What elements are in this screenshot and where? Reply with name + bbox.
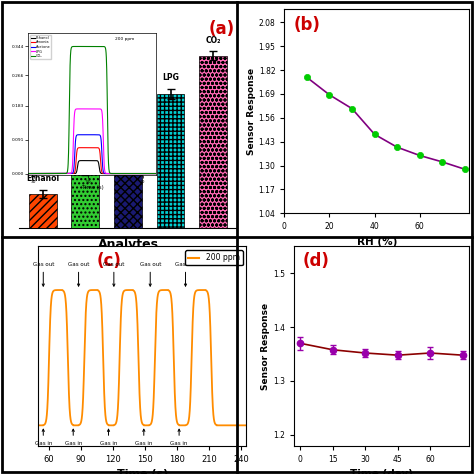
Line: CO₂: CO₂ [28, 46, 156, 173]
Acetone [85, 132, 91, 137]
Text: Gas in: Gas in [135, 429, 153, 446]
Text: Gas in: Gas in [35, 429, 52, 446]
X-axis label: Analytes: Analytes [98, 238, 158, 251]
Amonia [114, 171, 119, 176]
Text: Gas out: Gas out [103, 262, 125, 286]
Acetone [26, 171, 31, 176]
CO₂ [83, 44, 89, 49]
CO₂ [77, 44, 83, 49]
Acetone [82, 132, 88, 137]
Acetone [154, 171, 159, 176]
X-axis label: Time (s): Time (s) [117, 469, 168, 474]
CO₂ [154, 171, 159, 176]
Line: Amonia: Amonia [28, 148, 156, 173]
Text: Gas out: Gas out [33, 262, 54, 286]
LPG [77, 106, 83, 112]
CO₂ [39, 171, 45, 176]
Y-axis label: Sensor Response: Sensor Response [247, 68, 255, 155]
Ethanol [82, 158, 88, 164]
Acetone [126, 171, 131, 176]
Amonia [26, 171, 31, 176]
LPG [82, 106, 88, 112]
Bar [114, 132, 142, 228]
Ethanol [26, 171, 31, 176]
Acetone [77, 132, 83, 137]
Bar [72, 170, 99, 228]
Amonia [85, 145, 91, 151]
Ethanol [154, 171, 159, 176]
Text: Gas out: Gas out [68, 262, 89, 286]
Ethanol [126, 171, 131, 176]
Text: Acetone: Acetone [110, 111, 146, 120]
X-axis label: Time (s): Time (s) [82, 185, 103, 190]
Ethanol [77, 158, 83, 164]
Amonia [39, 171, 45, 176]
Ethanol [128, 171, 134, 176]
LPG [114, 171, 119, 176]
Y-axis label: Sensor Response: Sensor Response [261, 302, 270, 390]
Ethanol [114, 171, 119, 176]
Text: Gas out: Gas out [175, 262, 196, 286]
Text: (a): (a) [209, 20, 235, 38]
LPG [154, 171, 159, 176]
X-axis label: Time (day): Time (day) [350, 469, 413, 474]
Text: CO₂: CO₂ [206, 36, 221, 45]
Text: Gas in: Gas in [64, 429, 82, 446]
Line: Ethanol: Ethanol [28, 161, 156, 173]
Text: (c): (c) [96, 253, 121, 271]
Amonia [128, 171, 134, 176]
Bar [157, 94, 184, 228]
Bar [200, 56, 227, 228]
Text: LPG: LPG [162, 73, 179, 82]
Amonia [77, 145, 83, 151]
Text: Gas in: Gas in [171, 429, 188, 446]
Bar [29, 194, 56, 228]
LPG [128, 171, 134, 176]
Legend: 200 ppm: 200 ppm [185, 250, 243, 265]
Legend: Ethanol, Amonia, Acetone, LPG, CO₂: Ethanol, Amonia, Acetone, LPG, CO₂ [30, 35, 51, 59]
CO₂ [82, 44, 88, 49]
Ethanol [85, 158, 91, 164]
Text: 200 ppm: 200 ppm [116, 37, 135, 41]
Amonia [82, 145, 88, 151]
X-axis label: RH (%): RH (%) [356, 237, 397, 247]
Amonia [126, 171, 131, 176]
LPG [39, 171, 45, 176]
Line: Acetone: Acetone [28, 135, 156, 173]
Text: (d): (d) [302, 253, 329, 271]
Text: (b): (b) [293, 16, 320, 34]
LPG [126, 171, 131, 176]
Acetone [114, 171, 119, 176]
Text: Gas out: Gas out [139, 262, 161, 286]
CO₂ [114, 171, 119, 176]
CO₂ [126, 171, 131, 176]
LPG [85, 106, 91, 112]
CO₂ [128, 171, 134, 176]
Text: Ethanol: Ethanol [26, 174, 59, 183]
Line: LPG: LPG [28, 109, 156, 173]
Acetone [39, 171, 45, 176]
Acetone [128, 171, 134, 176]
Text: Gas in: Gas in [100, 429, 117, 446]
LPG [26, 171, 31, 176]
CO₂ [26, 171, 31, 176]
Text: Amonia: Amonia [69, 150, 101, 159]
Amonia [154, 171, 159, 176]
Ethanol [39, 171, 45, 176]
